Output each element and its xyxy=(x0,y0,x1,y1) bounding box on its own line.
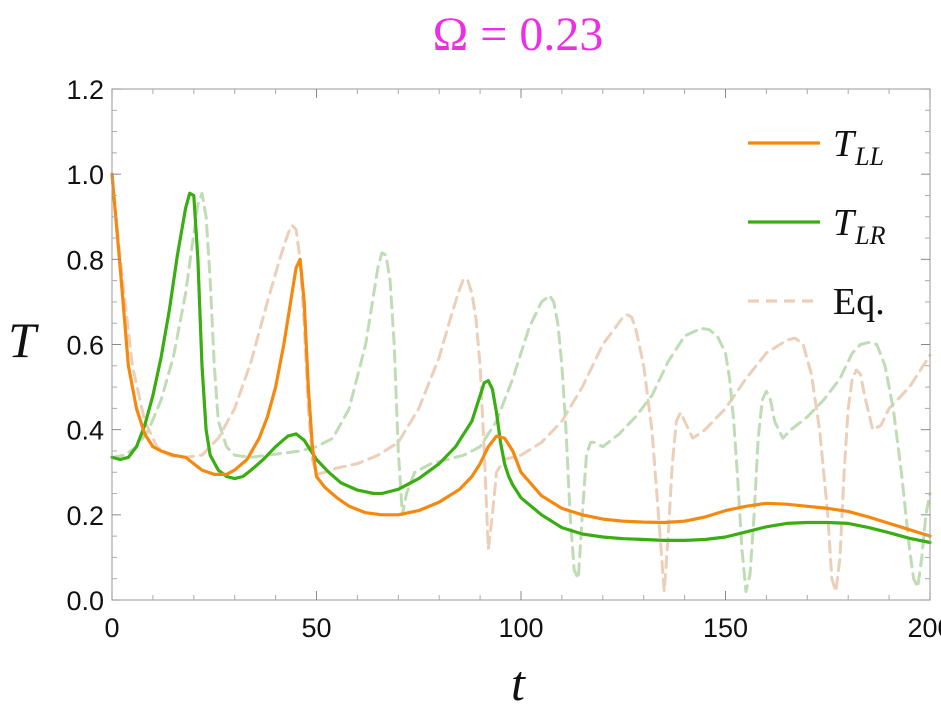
series-line-0 xyxy=(110,172,932,538)
chart-title: Ω = 0.23 xyxy=(433,8,604,61)
legend: TLL TLR Eq. xyxy=(748,123,886,323)
x-tick-label: 100 xyxy=(498,613,543,643)
x-tick-label: 200 xyxy=(907,613,941,643)
legend-label: TLL xyxy=(833,123,884,171)
y-tick-label: 1.2 xyxy=(66,75,104,105)
y-tick-label: 0.4 xyxy=(66,416,104,446)
series-line-3 xyxy=(110,191,932,593)
series-line-2 xyxy=(110,172,932,593)
x-tick-label: 50 xyxy=(301,613,331,643)
x-axis: 0 50 100 150 200 xyxy=(104,89,941,643)
y-axis-title: T xyxy=(8,312,39,368)
y-tick-label: 1.0 xyxy=(66,160,104,190)
x-tick-label: 0 xyxy=(104,613,119,643)
x-axis-title: t xyxy=(511,655,526,711)
y-tick-label: 0.2 xyxy=(66,501,104,531)
y-tick-label: 0.8 xyxy=(66,245,104,275)
y-tick-label: 0.6 xyxy=(66,331,104,361)
legend-label: TLR xyxy=(833,202,886,250)
series-line-1 xyxy=(110,191,932,545)
plot-curves xyxy=(110,172,932,593)
y-axis: 0.0 0.2 0.4 0.6 0.8 1.0 1.2 xyxy=(66,75,930,616)
legend-label: Eq. xyxy=(833,281,885,323)
y-tick-label: 0.0 xyxy=(66,586,104,616)
x-tick-label: 150 xyxy=(703,613,748,643)
